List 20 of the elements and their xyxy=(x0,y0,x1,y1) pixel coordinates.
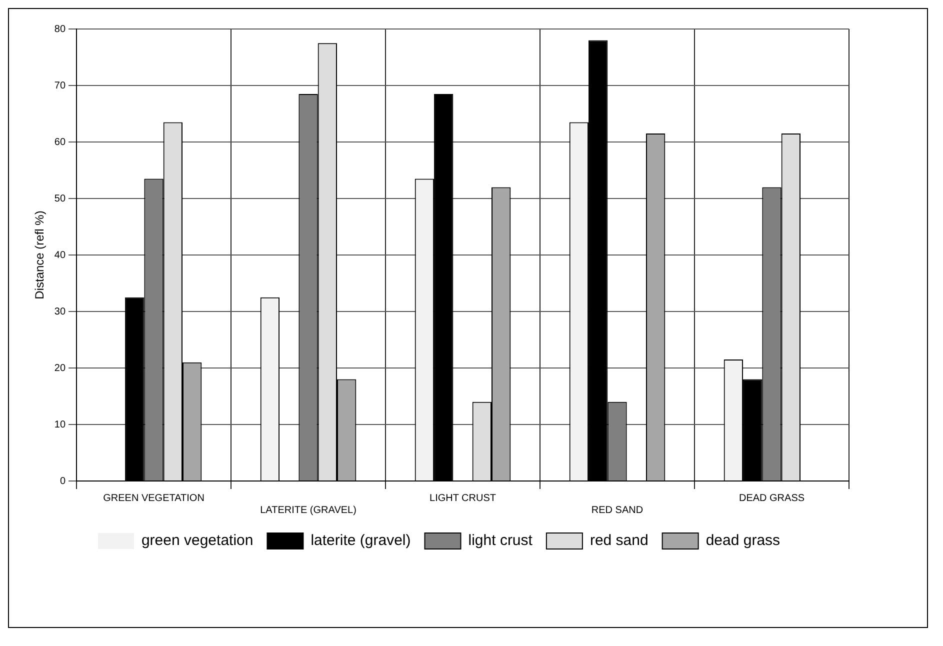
legend-label: green vegetation xyxy=(141,532,254,550)
legend-label: red sand xyxy=(590,532,648,550)
x-tick-label: DEAD GRASS xyxy=(738,492,805,504)
y-tick-label: 40 xyxy=(54,250,66,261)
y-tick-label: 60 xyxy=(54,136,66,148)
y-tick-label: 10 xyxy=(54,419,66,430)
y-tick-label: 0 xyxy=(60,476,66,487)
y-tick-label: 20 xyxy=(54,362,66,374)
x-tick-label: LIGHT CRUST xyxy=(430,492,496,504)
x-tick-label: RED SAND xyxy=(591,504,644,516)
y-tick-label: 30 xyxy=(54,306,66,318)
legend-label: laterite (gravel) xyxy=(310,532,411,550)
y-axis-title: Distance (refl %) xyxy=(32,210,47,300)
y-tick-label: 50 xyxy=(54,193,66,204)
y-tick-label: 70 xyxy=(54,80,66,92)
x-tick-label: GREEN VEGETATION xyxy=(103,492,204,504)
legend-label: dead grass xyxy=(706,532,780,550)
legend-label: light crust xyxy=(468,532,534,550)
y-tick-label: 80 xyxy=(54,24,66,35)
x-tick-label: LATERITE (GRAVEL) xyxy=(260,504,356,516)
